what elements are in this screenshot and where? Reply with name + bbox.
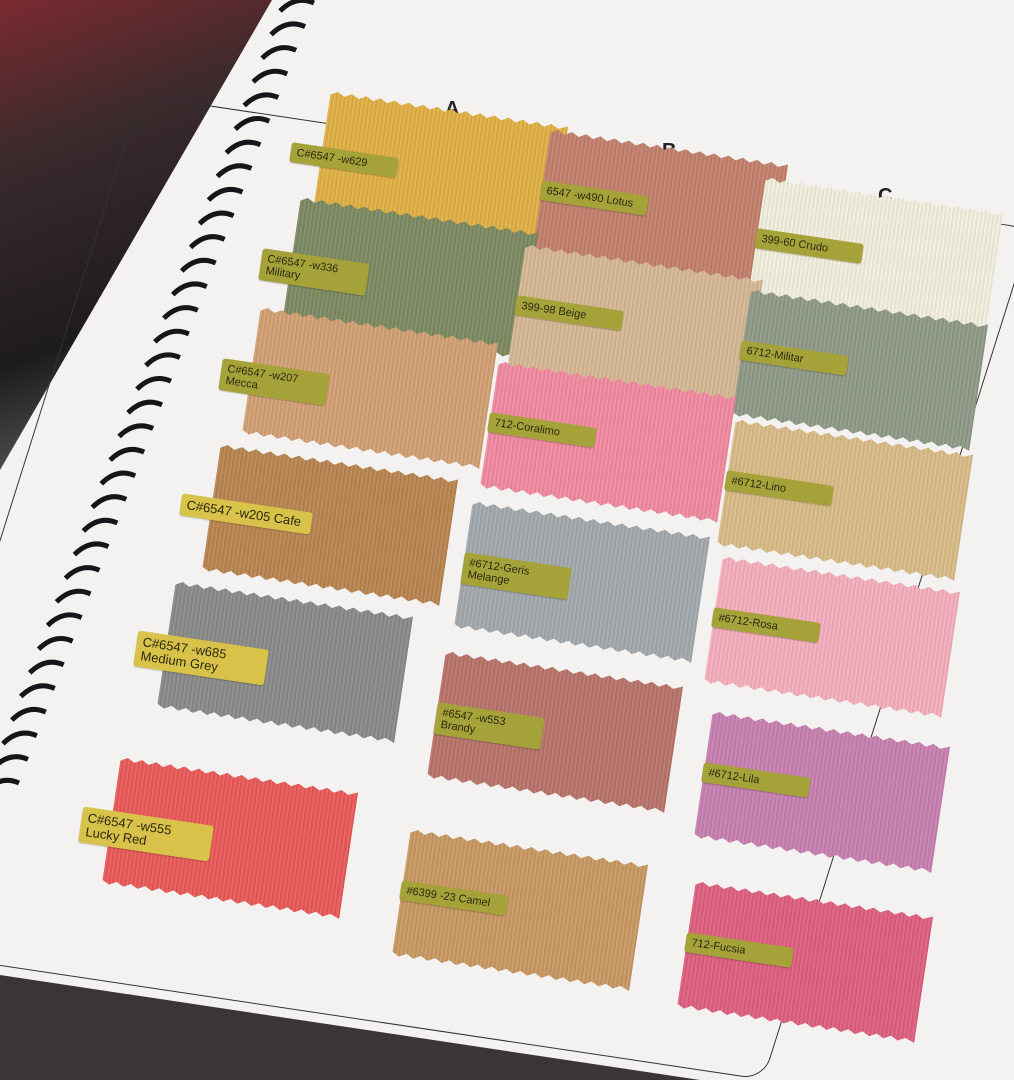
spiral-binding-icon xyxy=(0,0,316,786)
